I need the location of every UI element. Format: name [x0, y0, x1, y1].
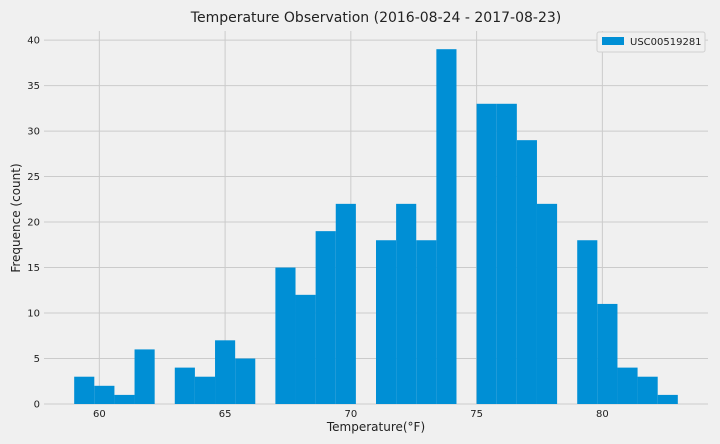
x-tick-label: 65 [219, 409, 232, 420]
legend-label: USC00519281 [630, 37, 702, 48]
y-tick-label: 0 [34, 400, 40, 411]
x-tick-label: 80 [596, 409, 609, 420]
x-axis-label: Temperature(°F) [326, 420, 425, 434]
y-tick-label: 5 [34, 354, 40, 365]
y-tick-labels: 0 5 10 15 20 25 30 35 40 [27, 36, 40, 411]
histogram-bar [476, 103, 497, 404]
histogram-bar [597, 303, 618, 404]
x-tick-label: 70 [344, 409, 357, 420]
histogram-bar [617, 367, 638, 404]
y-tick-label: 10 [27, 309, 40, 320]
histogram-bar [215, 340, 236, 404]
legend-swatch [602, 37, 624, 45]
histogram-bar [275, 267, 296, 404]
x-tick-labels: 60 65 70 75 80 [93, 409, 609, 420]
chart-title: Temperature Observation (2016-08-24 - 20… [190, 10, 561, 26]
y-tick-label: 15 [27, 263, 40, 274]
histogram-bar [637, 376, 658, 404]
histogram-bar [194, 376, 216, 404]
x-tick-label: 60 [93, 409, 106, 420]
y-tick-label: 20 [27, 218, 40, 229]
histogram-bar [516, 140, 537, 405]
histogram-bar [114, 394, 135, 404]
histogram-bar [436, 49, 457, 404]
histogram-bar [577, 240, 598, 404]
histogram-bar [376, 240, 397, 404]
legend: USC00519281 [596, 31, 706, 53]
histogram-bar [396, 203, 417, 404]
y-tick-label: 25 [27, 172, 40, 183]
histogram-bar [94, 385, 115, 404]
histogram-bar [295, 294, 316, 404]
histogram-bar [74, 376, 95, 404]
histogram-bar [174, 367, 195, 404]
y-axis-label: Frequence (count) [9, 163, 23, 272]
y-tick-label: 30 [27, 127, 40, 138]
histogram-bar [496, 103, 517, 404]
histogram-bar [657, 394, 678, 404]
histogram-bar [315, 231, 336, 404]
histogram-bar [235, 358, 256, 404]
y-tick-label: 40 [27, 36, 40, 47]
histogram-bar [416, 240, 437, 404]
x-tick-label: 75 [470, 409, 483, 420]
histogram-bars [74, 49, 678, 405]
y-tick-label: 35 [27, 81, 40, 92]
histogram-bar [134, 349, 155, 404]
histogram-bar [536, 203, 558, 404]
histogram-bar [335, 203, 356, 404]
